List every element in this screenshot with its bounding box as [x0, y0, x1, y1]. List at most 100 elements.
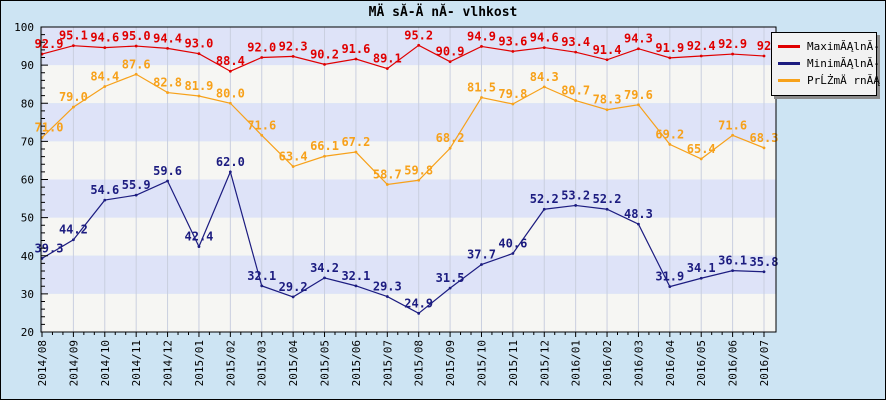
svg-text:29.3: 29.3: [373, 280, 402, 294]
avg-series-label: PrĹŻmÄ rnĂĄ: [807, 74, 880, 87]
svg-text:2015/05: 2015/05: [319, 340, 332, 386]
svg-text:2014/11: 2014/11: [130, 340, 143, 386]
svg-text:2016/02: 2016/02: [601, 340, 614, 386]
svg-text:2015/11: 2015/11: [507, 340, 520, 386]
svg-text:94.6: 94.6: [530, 31, 559, 45]
svg-text:52.2: 52.2: [593, 192, 622, 206]
svg-text:2015/07: 2015/07: [381, 340, 394, 386]
svg-text:95.2: 95.2: [404, 28, 433, 42]
svg-text:2015/12: 2015/12: [538, 340, 551, 386]
svg-text:2015/08: 2015/08: [413, 340, 426, 386]
svg-text:63.4: 63.4: [279, 150, 308, 164]
svg-text:89.1: 89.1: [373, 52, 402, 66]
svg-text:2015/09: 2015/09: [444, 340, 457, 386]
svg-text:80.0: 80.0: [216, 86, 245, 100]
svg-text:39.3: 39.3: [35, 241, 64, 255]
svg-text:2015/06: 2015/06: [350, 340, 363, 386]
svg-text:66.1: 66.1: [310, 139, 339, 153]
svg-text:2015/02: 2015/02: [224, 340, 237, 386]
svg-text:42.4: 42.4: [185, 230, 214, 244]
avg-series-swatch: [778, 79, 800, 82]
svg-text:91.6: 91.6: [341, 42, 370, 56]
svg-text:2015/01: 2015/01: [193, 340, 206, 386]
legend-item-max: MaximĂĄlnĂ-: [778, 38, 880, 55]
svg-text:2016/07: 2016/07: [758, 340, 771, 386]
svg-text:81.9: 81.9: [185, 79, 214, 93]
svg-text:48.3: 48.3: [624, 207, 653, 221]
svg-text:94.3: 94.3: [624, 32, 653, 46]
svg-text:31.5: 31.5: [436, 271, 465, 285]
max-series-label: MaximĂĄlnĂ-: [807, 40, 880, 53]
svg-text:29.2: 29.2: [279, 280, 308, 294]
svg-text:2014/10: 2014/10: [99, 340, 112, 386]
svg-text:93.6: 93.6: [498, 34, 527, 48]
svg-text:24.9: 24.9: [404, 296, 433, 310]
svg-text:90: 90: [21, 59, 34, 72]
svg-text:82.8: 82.8: [153, 76, 182, 90]
svg-text:55.9: 55.9: [122, 178, 151, 192]
svg-text:92.4: 92.4: [687, 39, 716, 53]
svg-text:2016/03: 2016/03: [632, 340, 645, 386]
svg-text:58.7: 58.7: [373, 167, 402, 181]
svg-text:71.6: 71.6: [247, 118, 276, 132]
svg-text:92: 92: [757, 39, 771, 53]
min-series-label: MinimĂĄlnĂ-: [807, 57, 880, 70]
svg-text:94.9: 94.9: [467, 29, 496, 43]
svg-text:79.6: 79.6: [624, 88, 653, 102]
svg-text:90.9: 90.9: [436, 45, 465, 59]
svg-text:68.3: 68.3: [750, 131, 779, 145]
svg-text:87.6: 87.6: [122, 57, 151, 71]
min-series-swatch: [778, 62, 800, 65]
svg-text:92.9: 92.9: [35, 37, 64, 51]
svg-text:69.2: 69.2: [655, 127, 684, 141]
svg-text:2014/12: 2014/12: [162, 340, 175, 386]
svg-text:95.1: 95.1: [59, 29, 88, 43]
svg-text:92.9: 92.9: [718, 37, 747, 51]
svg-text:2014/08: 2014/08: [36, 340, 49, 386]
svg-text:79.8: 79.8: [498, 87, 527, 101]
svg-text:95.0: 95.0: [122, 29, 151, 43]
svg-text:40: 40: [21, 250, 34, 263]
svg-text:2015/10: 2015/10: [475, 340, 488, 386]
svg-text:91.9: 91.9: [655, 41, 684, 55]
svg-text:2015/04: 2015/04: [287, 340, 300, 387]
svg-text:92.0: 92.0: [247, 41, 276, 55]
svg-text:68.2: 68.2: [436, 131, 465, 145]
svg-text:81.5: 81.5: [467, 81, 496, 95]
svg-text:92.3: 92.3: [279, 39, 308, 53]
svg-text:79.0: 79.0: [59, 90, 88, 104]
svg-text:100: 100: [14, 21, 34, 34]
svg-text:30: 30: [21, 288, 34, 301]
svg-text:35.8: 35.8: [750, 255, 779, 269]
svg-text:91.4: 91.4: [593, 43, 622, 57]
svg-text:94.4: 94.4: [153, 31, 182, 45]
svg-text:32.1: 32.1: [341, 269, 370, 283]
svg-text:84.3: 84.3: [530, 70, 559, 84]
svg-text:90.2: 90.2: [310, 47, 339, 61]
svg-text:71.6: 71.6: [718, 118, 747, 132]
svg-text:67.2: 67.2: [341, 135, 370, 149]
svg-text:78.3: 78.3: [593, 93, 622, 107]
svg-text:32.1: 32.1: [247, 269, 276, 283]
svg-text:37.7: 37.7: [467, 248, 496, 262]
svg-text:40.6: 40.6: [498, 236, 527, 250]
svg-text:34.1: 34.1: [687, 261, 716, 275]
svg-text:2014/09: 2014/09: [67, 340, 80, 386]
svg-text:2016/04: 2016/04: [664, 340, 677, 387]
svg-text:54.6: 54.6: [90, 183, 119, 197]
svg-text:88.4: 88.4: [216, 54, 245, 68]
svg-text:93.4: 93.4: [561, 35, 590, 49]
svg-text:53.2: 53.2: [561, 188, 590, 202]
svg-text:80: 80: [21, 97, 34, 110]
svg-text:44.2: 44.2: [59, 223, 88, 237]
svg-text:52.2: 52.2: [530, 192, 559, 206]
svg-text:2015/03: 2015/03: [256, 340, 269, 386]
chart-legend: MaximĂĄlnĂ- MinimĂĄlnĂ- PrĹŻmÄ rnĂĄ: [771, 32, 880, 96]
svg-text:2016/06: 2016/06: [727, 340, 740, 386]
legend-item-min: MinimĂĄlnĂ-: [778, 55, 880, 72]
svg-text:62.0: 62.0: [216, 155, 245, 169]
svg-text:2016/01: 2016/01: [570, 340, 583, 386]
legend-item-avg: PrĹŻmÄ rnĂĄ: [778, 72, 880, 89]
